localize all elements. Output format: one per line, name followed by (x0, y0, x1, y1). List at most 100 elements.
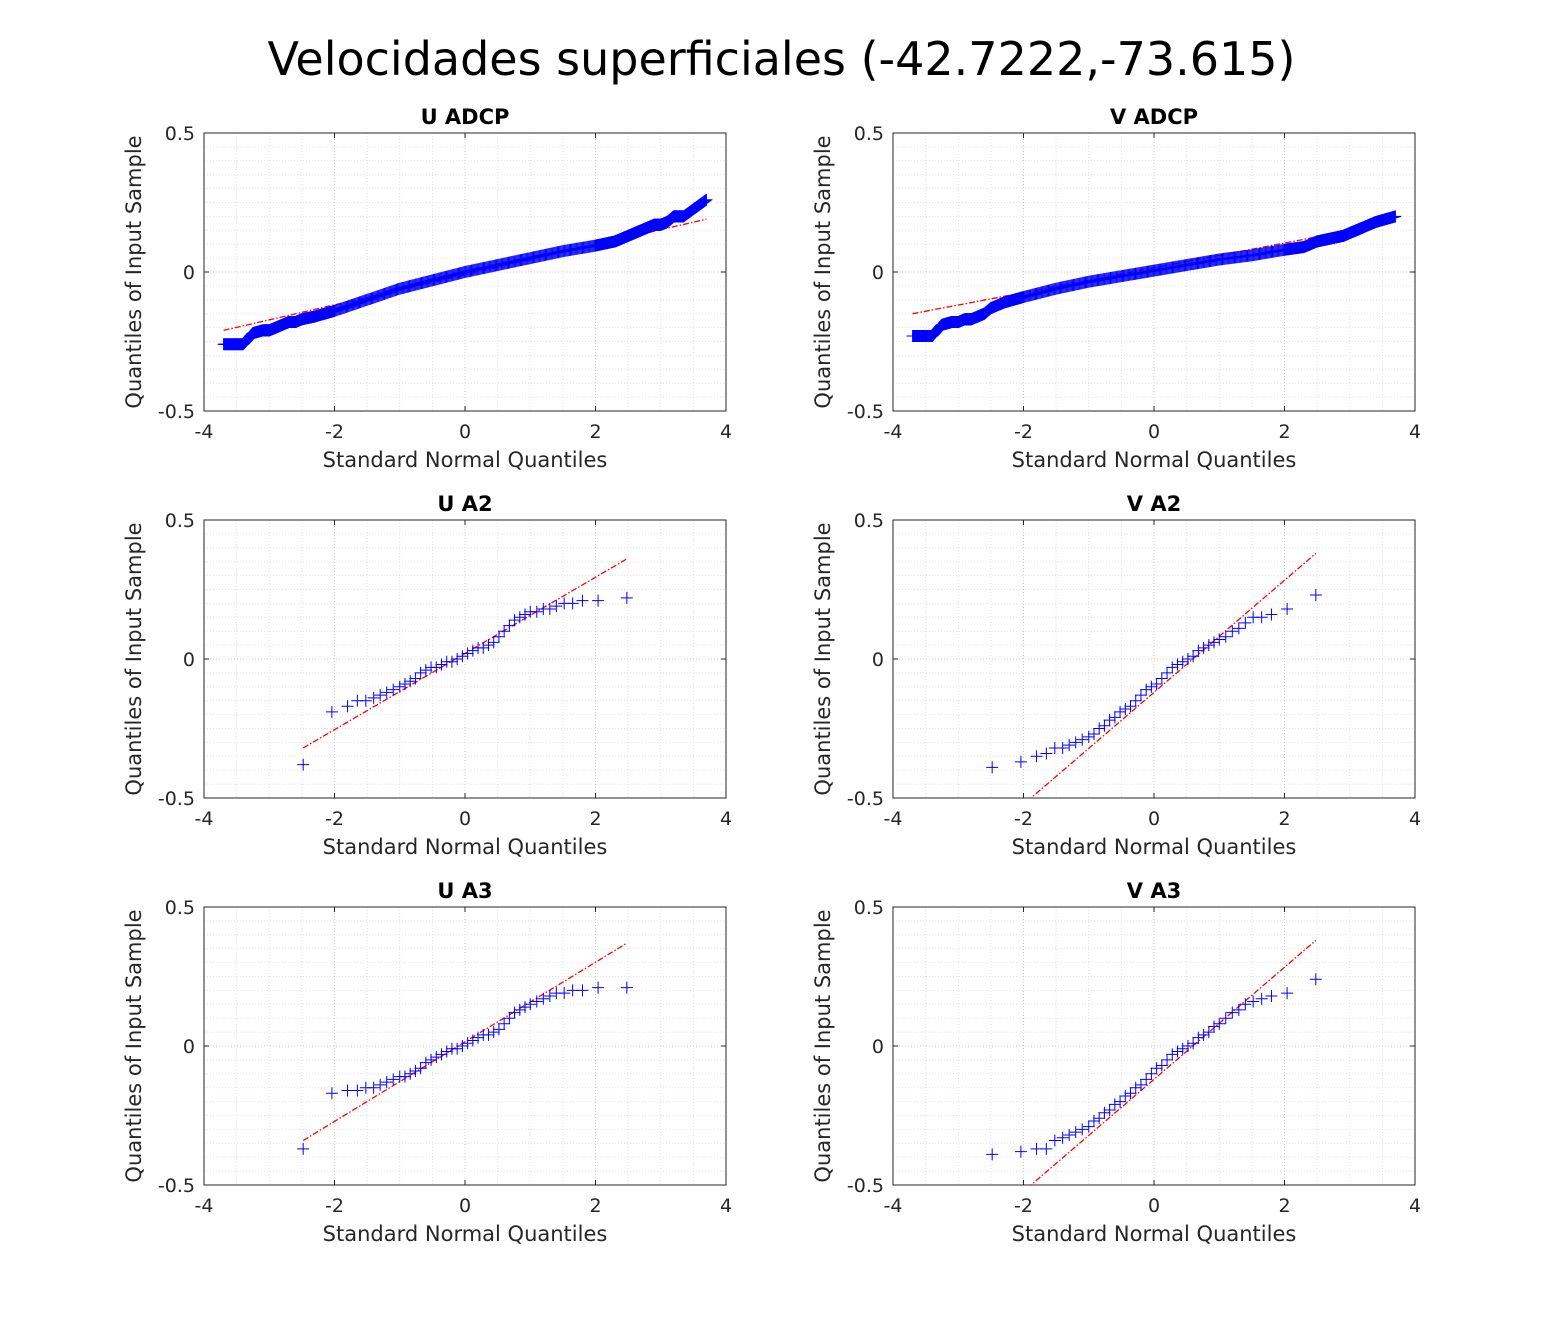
data-point (986, 761, 999, 774)
data-point (1247, 995, 1260, 1008)
plot-area (986, 939, 1322, 1185)
subplot-2: -4 -2 0 2 4 -0.5 0 0.5 V ADCP Standard Normal Qua… (811, 105, 1421, 472)
data-point (1161, 666, 1174, 679)
data-point (297, 1142, 310, 1155)
data-point (503, 619, 516, 632)
data-point (592, 981, 605, 994)
data-point (1176, 1042, 1189, 1055)
data-point (1082, 1120, 1095, 1133)
data-point (1063, 739, 1076, 752)
y-tick-label: 0.5 (165, 123, 195, 145)
x-tick-label: 0 (459, 1195, 471, 1217)
subplot-5: -4 -2 0 2 4 -0.5 0 0.5 U A3 Standard Normal Quant… (122, 879, 732, 1246)
x-tick-label: 4 (1409, 1195, 1421, 1217)
y-tick-label: 0 (872, 649, 884, 671)
data-point (341, 700, 354, 713)
data-point (1155, 672, 1168, 685)
x-tick-label: -4 (195, 808, 214, 830)
data-point (1202, 1026, 1215, 1039)
y-tick-label: -0.5 (847, 788, 884, 810)
x-axis-label: Standard Normal Quantiles (1012, 835, 1297, 859)
x-tick-label: 4 (720, 1195, 732, 1217)
data-point (513, 611, 526, 624)
data-point (451, 653, 464, 665)
data-point (482, 639, 495, 652)
y-tick-label: -0.5 (847, 401, 884, 423)
data-point (1166, 1048, 1179, 1061)
plot-area (297, 558, 633, 771)
subplot-title: V ADCP (1110, 105, 1198, 129)
y-tick-label: -0.5 (158, 1175, 195, 1197)
x-tick-label: 4 (1409, 421, 1421, 443)
data-point (1056, 741, 1069, 754)
data-point (1166, 661, 1179, 674)
data-point (387, 1073, 400, 1086)
x-tick-label: -4 (884, 808, 903, 830)
data-point (398, 1070, 411, 1083)
x-tick-label: 2 (589, 421, 601, 443)
data-point (1181, 653, 1194, 665)
data-point (699, 194, 712, 207)
subplot-1: -4 -2 0 2 4 -0.5 0 0.5 U ADCP Standard Normal Qua… (122, 105, 732, 472)
data-point (1219, 1012, 1232, 1025)
y-tick-label: 0.5 (854, 897, 884, 919)
data-point (1124, 700, 1137, 713)
reference-line (302, 942, 628, 1142)
data-point (1076, 733, 1089, 746)
data-point (1171, 1045, 1184, 1058)
y-axis-label: Quantiles of Input Sample (122, 522, 146, 795)
y-tick-label: 0 (183, 1036, 195, 1058)
x-tick-label: 0 (1148, 808, 1160, 830)
data-point (409, 1065, 422, 1078)
data-point (1140, 1073, 1153, 1086)
data-point (519, 1001, 532, 1014)
data-point (1087, 728, 1100, 741)
plot-area (986, 552, 1322, 798)
x-tick-label: -2 (1014, 421, 1033, 443)
data-point (1255, 992, 1268, 1005)
data-point (1155, 1059, 1168, 1072)
data-point (492, 1023, 505, 1036)
data-point (498, 1017, 511, 1030)
x-tick-label: 0 (1148, 1195, 1160, 1217)
x-tick-label: -4 (195, 1195, 214, 1217)
data-point (482, 1028, 495, 1041)
data-point (1239, 616, 1252, 629)
data-point (530, 995, 543, 1008)
y-tick-label: 0 (872, 262, 884, 284)
data-point (508, 614, 521, 627)
data-point (986, 1148, 999, 1161)
data-point (1213, 1017, 1226, 1030)
data-point (325, 1087, 338, 1100)
data-point (1119, 1090, 1132, 1103)
x-tick-label: 0 (459, 421, 471, 443)
x-tick-label: 0 (459, 808, 471, 830)
data-point (620, 981, 633, 994)
x-tick-label: -4 (884, 421, 903, 443)
data-point (445, 655, 458, 668)
data-point (1098, 719, 1111, 732)
data-point (1187, 650, 1200, 663)
x-tick-label: -2 (325, 1195, 344, 1217)
data-point (367, 1081, 380, 1094)
data-point (1087, 1115, 1100, 1128)
data-point (1226, 625, 1239, 638)
y-axis-label: Quantiles of Input Sample (122, 135, 146, 408)
data-point (1098, 1106, 1111, 1119)
data-point (1309, 589, 1322, 602)
data-point (1208, 636, 1221, 649)
data-point (456, 650, 469, 663)
data-point (1208, 1020, 1221, 1033)
data-point (435, 658, 448, 671)
data-point (530, 605, 543, 618)
data-point (1197, 1028, 1210, 1041)
data-point (700, 193, 713, 206)
data-point (1030, 750, 1043, 763)
y-tick-label: 0.5 (854, 123, 884, 145)
data-point (487, 1026, 500, 1039)
subplot-title: U A3 (437, 879, 492, 903)
data-point (1281, 987, 1294, 1000)
data-point (419, 664, 432, 677)
subplot-title: V A3 (1127, 879, 1181, 903)
